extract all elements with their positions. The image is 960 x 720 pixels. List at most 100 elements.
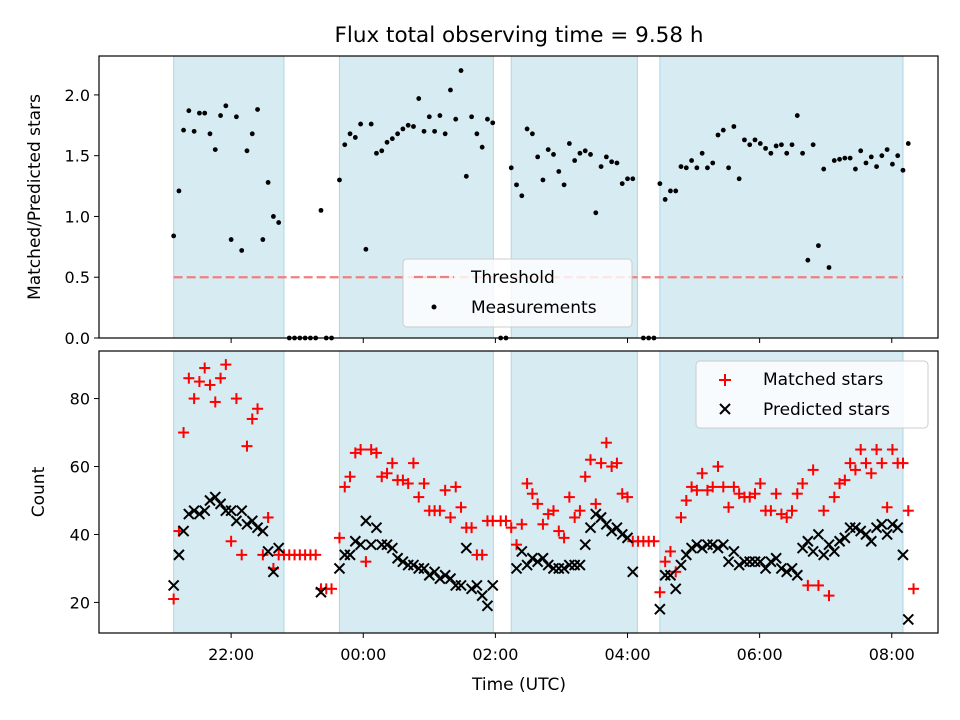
predicted-star-point — [455, 579, 467, 592]
predicted-star-point — [333, 562, 346, 575]
measurement-point — [358, 121, 364, 127]
predicted-star-point — [251, 521, 264, 534]
measurement-point — [593, 210, 599, 216]
matched-star-point — [876, 457, 888, 469]
measurement-point — [379, 148, 385, 154]
matched-star-point — [444, 511, 456, 523]
measurement-point — [453, 116, 459, 122]
measurement-point — [176, 188, 182, 194]
matched-star-point — [188, 393, 200, 405]
x-tick-label: 22:00 — [208, 645, 254, 664]
ratio-y-ticks: 0.0 0.5 1.0 1.5 2.0 — [65, 86, 99, 348]
measurement-point — [773, 143, 779, 149]
measurement-point — [545, 147, 551, 152]
measurement-point — [228, 237, 234, 242]
matched-star-point — [574, 505, 586, 517]
predicted-star-point — [423, 569, 436, 581]
measurement-point — [260, 237, 266, 242]
measurement-point — [668, 188, 673, 194]
matched-star-point — [413, 491, 425, 503]
matched-star-point — [344, 471, 356, 483]
measurement-point — [405, 122, 411, 128]
predicted-star-point — [439, 569, 451, 581]
matched-star-point — [455, 501, 467, 513]
predicted-star-point — [691, 538, 703, 551]
predicted-star-point — [759, 562, 772, 575]
measurement-point — [715, 132, 721, 138]
observing-window — [173, 55, 285, 339]
matched-star-point — [450, 481, 462, 493]
matched-star-point — [855, 444, 867, 456]
measurement-point — [588, 152, 593, 157]
matched-star-point — [215, 372, 227, 384]
matched-star-point — [521, 478, 533, 490]
measurement-point — [218, 113, 223, 118]
matched-star-point — [262, 511, 274, 523]
matched-star-point — [828, 491, 840, 503]
matched-star-point — [563, 491, 575, 503]
predicted-star-point — [481, 600, 494, 612]
matched-star-point — [418, 478, 430, 490]
measurement-point — [490, 120, 496, 126]
measurement-point — [197, 110, 202, 116]
measurement-point — [752, 137, 758, 143]
predicted-star-point — [770, 552, 782, 564]
measurement-point — [566, 141, 572, 146]
count-legend-box — [695, 360, 929, 429]
measurement-point — [747, 142, 753, 148]
measurement-point — [572, 158, 578, 163]
measurement-point — [202, 110, 208, 116]
predicted-star-point — [349, 535, 362, 547]
matched-star-point — [717, 481, 729, 493]
measurement-point — [485, 116, 490, 122]
y-tick-label: 20 — [70, 593, 90, 612]
predicted-star-point — [418, 562, 430, 575]
measurement-point — [614, 160, 620, 166]
predicted-star-point — [177, 525, 190, 537]
measurement-point — [556, 169, 562, 174]
measurement-point — [207, 131, 213, 137]
predicted-star-point — [235, 504, 248, 517]
matched-star-point — [590, 498, 602, 510]
matched-star-point — [476, 549, 488, 561]
matched-star-point — [199, 362, 211, 374]
ratio-panel: 0.00.51.01.52.0 Matched/Predicted stars … — [25, 55, 939, 348]
matched-star-point — [326, 583, 338, 595]
measurement-point — [276, 220, 282, 225]
measurement-point — [448, 87, 453, 93]
measurement-point — [726, 165, 731, 171]
measurement-point — [779, 142, 784, 148]
predicted-star-point — [354, 538, 367, 551]
matched-star-point — [844, 457, 856, 469]
ratio-legend: Threshold Measurements — [402, 258, 633, 328]
predicted-star-point — [722, 555, 735, 568]
observing-window — [659, 55, 904, 339]
predicted-star-point — [188, 504, 200, 517]
predicted-star-point — [584, 521, 597, 534]
predicted-star-point — [891, 521, 904, 534]
matched-star-point — [257, 549, 269, 561]
predicted-star-point — [876, 518, 888, 530]
predicted-star-point — [754, 555, 766, 568]
measurement-point — [731, 124, 737, 129]
predicted-star-point — [796, 542, 809, 554]
predicted-star-point — [246, 515, 258, 527]
predicted-star-point — [167, 579, 180, 592]
matched-star-point — [246, 413, 258, 425]
measurement-point — [186, 108, 192, 114]
predicted-star-point — [680, 549, 693, 561]
matched-star-point — [204, 379, 216, 391]
legend-predicted-swatch — [719, 403, 731, 415]
matched-star-point — [886, 444, 898, 456]
measurement-point — [694, 165, 700, 171]
matched-star-point — [696, 467, 708, 479]
measurement-point — [710, 160, 716, 166]
predicted-star-point — [611, 521, 623, 534]
measurement-point — [784, 150, 790, 156]
measurement-point — [469, 114, 474, 120]
observing-window — [173, 350, 285, 634]
measurement-point — [821, 166, 827, 172]
x-tick-label: 04:00 — [604, 645, 650, 664]
matched-star-point — [902, 505, 914, 517]
